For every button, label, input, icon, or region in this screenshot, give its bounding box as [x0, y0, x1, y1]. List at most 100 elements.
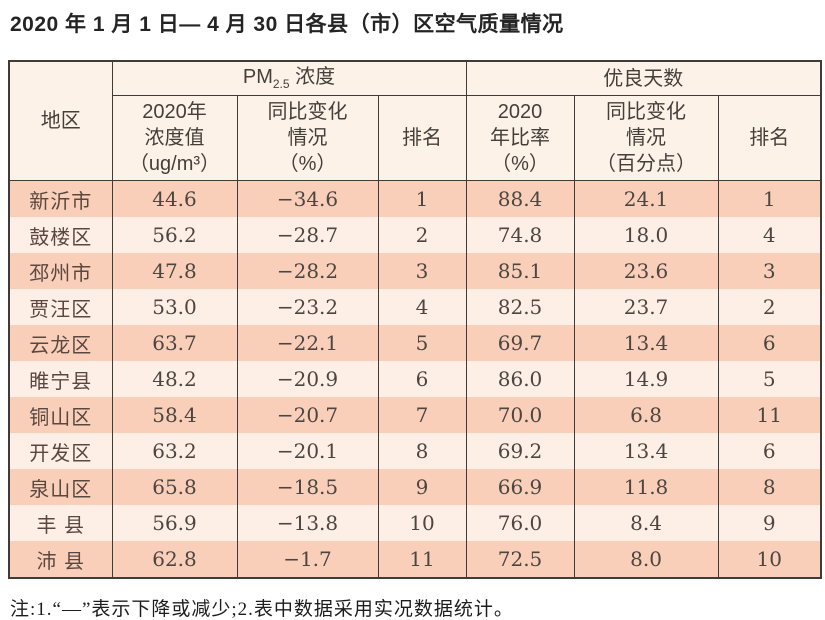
good-rank-cell: 11 — [717, 397, 822, 434]
good-rate-cell: 86.0 — [465, 361, 575, 398]
pm-rank-cell: 6 — [377, 361, 467, 398]
good-change-cell: 6.8 — [573, 397, 719, 434]
good-change-cell: 18.0 — [573, 217, 719, 254]
pm-change-cell: −1.7 — [236, 541, 379, 579]
good-rate-cell: 69.2 — [465, 433, 575, 470]
header-group-row: 地区 PM2.5 浓度 优良天数 — [8, 60, 822, 182]
pm-value-cell: 62.8 — [111, 541, 238, 579]
region-cell: 云龙区 — [8, 325, 113, 362]
air-quality-table: 地区 PM2.5 浓度 优良天数 2020年 浓度值 （ug/m³） 同比变化 … — [8, 60, 823, 580]
header-sub-row: 2020年 浓度值 （ug/m³） 同比变化 情况 （%） 排名 2020 年比… — [9, 95, 822, 182]
pm-rank-cell: 5 — [377, 325, 467, 362]
table-row: 泉山区 65.8 −18.5 9 66.9 11.8 8 — [8, 469, 822, 506]
col-header-pm-change: 同比变化 情况 （%） — [236, 95, 379, 182]
pm25-label-suffix: 浓度 — [289, 66, 336, 89]
pm-change-cell: −20.9 — [236, 361, 379, 398]
col-group-pm25: PM2.5 浓度 — [111, 60, 467, 97]
col-header-region: 地区 — [8, 60, 113, 182]
col-header-good-change: 同比变化 情况 （百分点） — [573, 95, 719, 182]
good-rank-cell: 6 — [717, 325, 822, 362]
pm-change-cell: −18.5 — [236, 469, 379, 506]
pm-change-cell: −34.6 — [236, 180, 379, 218]
good-rate-cell: 70.0 — [465, 397, 575, 434]
table-row: 贾汪区 53.0 −23.2 4 82.5 23.7 2 — [8, 289, 822, 326]
pm-value-cell: 53.0 — [111, 289, 238, 326]
table-row: 睢宁县 48.2 −20.9 6 86.0 14.9 5 — [8, 361, 822, 398]
col-header-pm-value: 2020年 浓度值 （ug/m³） — [111, 95, 238, 182]
pm-rank-cell: 8 — [377, 433, 467, 470]
col-header-good-rank: 排名 — [717, 95, 822, 182]
pm-value-cell: 65.8 — [111, 469, 238, 506]
pm-rank-cell: 10 — [377, 505, 467, 542]
good-rate-cell: 69.7 — [465, 325, 575, 362]
table-row: 丰 县 56.9 −13.8 10 76.0 8.4 9 — [8, 505, 822, 542]
good-change-cell: 13.4 — [573, 325, 719, 362]
good-rate-cell: 72.5 — [465, 541, 575, 579]
good-rank-cell: 4 — [717, 217, 822, 254]
region-cell: 贾汪区 — [8, 289, 113, 326]
pm-rank-cell: 9 — [377, 469, 467, 506]
table-row: 云龙区 63.7 −22.1 5 69.7 13.4 6 — [8, 325, 822, 362]
good-rank-cell: 2 — [717, 289, 822, 326]
article-page: 2020 年 1 月 1 日— 4 月 30 日各县（市）区空气质量情况 地区 … — [0, 11, 825, 620]
table-header: 地区 PM2.5 浓度 优良天数 2020年 浓度值 （ug/m³） 同比变化 … — [8, 60, 822, 182]
region-cell: 新沂市 — [8, 180, 113, 218]
good-rate-cell: 82.5 — [465, 289, 575, 326]
pm-rank-cell: 1 — [377, 180, 467, 218]
pm-change-cell: −28.2 — [236, 253, 379, 290]
good-rank-cell: 6 — [717, 433, 822, 470]
good-rank-cell: 9 — [717, 505, 822, 542]
pm-value-cell: 48.2 — [111, 361, 238, 398]
pm-change-cell: −20.7 — [236, 397, 379, 434]
good-rank-cell: 1 — [717, 180, 822, 218]
region-cell: 开发区 — [8, 433, 113, 470]
good-change-cell: 23.6 — [573, 253, 719, 290]
good-change-cell: 13.4 — [573, 433, 719, 470]
pm-rank-cell: 3 — [377, 253, 467, 290]
good-change-cell: 8.0 — [573, 541, 719, 579]
pm-value-cell: 44.6 — [111, 180, 238, 218]
table-row: 开发区 63.2 −20.1 8 69.2 13.4 6 — [8, 433, 822, 470]
pm-change-cell: −22.1 — [236, 325, 379, 362]
pm-rank-cell: 4 — [377, 289, 467, 326]
col-header-pm-rank: 排名 — [377, 95, 467, 182]
good-change-cell: 11.8 — [573, 469, 719, 506]
region-cell: 泉山区 — [8, 469, 113, 506]
table-row: 邳州市 47.8 −28.2 3 85.1 23.6 3 — [8, 253, 822, 290]
table-row: 沛 县 62.8 −1.7 11 72.5 8.0 10 — [8, 541, 822, 579]
region-cell: 铜山区 — [8, 397, 113, 434]
good-change-cell: 24.1 — [573, 180, 719, 218]
region-cell: 鼓楼区 — [8, 217, 113, 254]
good-change-cell: 8.4 — [573, 505, 719, 542]
table-row: 新沂市 44.6 −34.6 1 88.4 24.1 1 — [8, 180, 822, 218]
good-change-cell: 23.7 — [573, 289, 719, 326]
pm-change-cell: −28.7 — [236, 217, 379, 254]
region-cell: 沛 县 — [8, 541, 113, 579]
pm-rank-cell: 2 — [377, 217, 467, 254]
pm-change-cell: −20.1 — [236, 433, 379, 470]
region-cell: 邳州市 — [8, 253, 113, 290]
good-rank-cell: 3 — [717, 253, 822, 290]
footnote: 注:1.“—”表示下降或减少;2.表中数据采用实况数据统计。 — [10, 599, 514, 620]
good-rate-cell: 88.4 — [465, 180, 575, 218]
region-cell: 睢宁县 — [8, 361, 113, 398]
good-rank-cell: 10 — [717, 541, 822, 579]
col-header-good-rate: 2020 年比率 （%） — [465, 95, 575, 182]
good-rate-cell: 76.0 — [465, 505, 575, 542]
pm-value-cell: 63.7 — [111, 325, 238, 362]
pm-value-cell: 56.9 — [111, 505, 238, 542]
good-rank-cell: 5 — [717, 361, 822, 398]
good-rank-cell: 8 — [717, 469, 822, 506]
page-title: 2020 年 1 月 1 日— 4 月 30 日各县（市）区空气质量情况 — [10, 13, 564, 36]
good-change-cell: 14.9 — [573, 361, 719, 398]
pm-value-cell: 58.4 — [111, 397, 238, 434]
pm-value-cell: 63.2 — [111, 433, 238, 470]
pm25-label-subscript: 2.5 — [272, 77, 290, 92]
pm-change-cell: −23.2 — [236, 289, 379, 326]
pm-change-cell: −13.8 — [236, 505, 379, 542]
table-row: 鼓楼区 56.2 −28.7 2 74.8 18.0 4 — [8, 217, 822, 254]
table-row: 铜山区 58.4 −20.7 7 70.0 6.8 11 — [8, 397, 822, 434]
pm-rank-cell: 11 — [377, 541, 467, 579]
pm-value-cell: 56.2 — [111, 217, 238, 254]
pm-rank-cell: 7 — [377, 397, 467, 434]
